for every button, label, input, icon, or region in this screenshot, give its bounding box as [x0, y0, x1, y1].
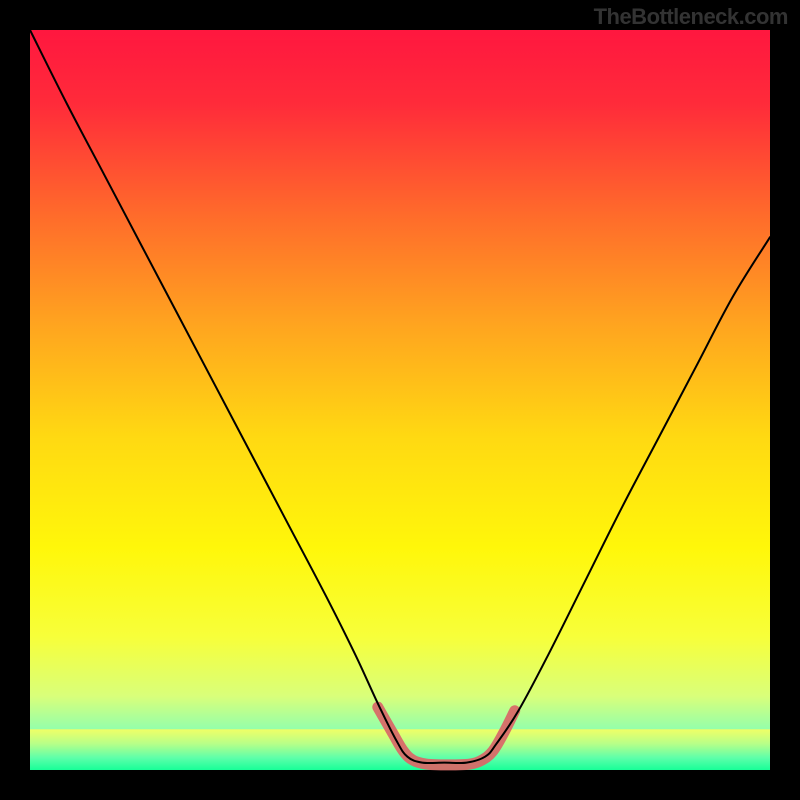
gradient-background	[30, 30, 770, 770]
bottleneck-chart: TheBottleneck.com	[0, 0, 800, 800]
watermark-label: TheBottleneck.com	[594, 4, 788, 30]
chart-svg	[0, 0, 800, 800]
